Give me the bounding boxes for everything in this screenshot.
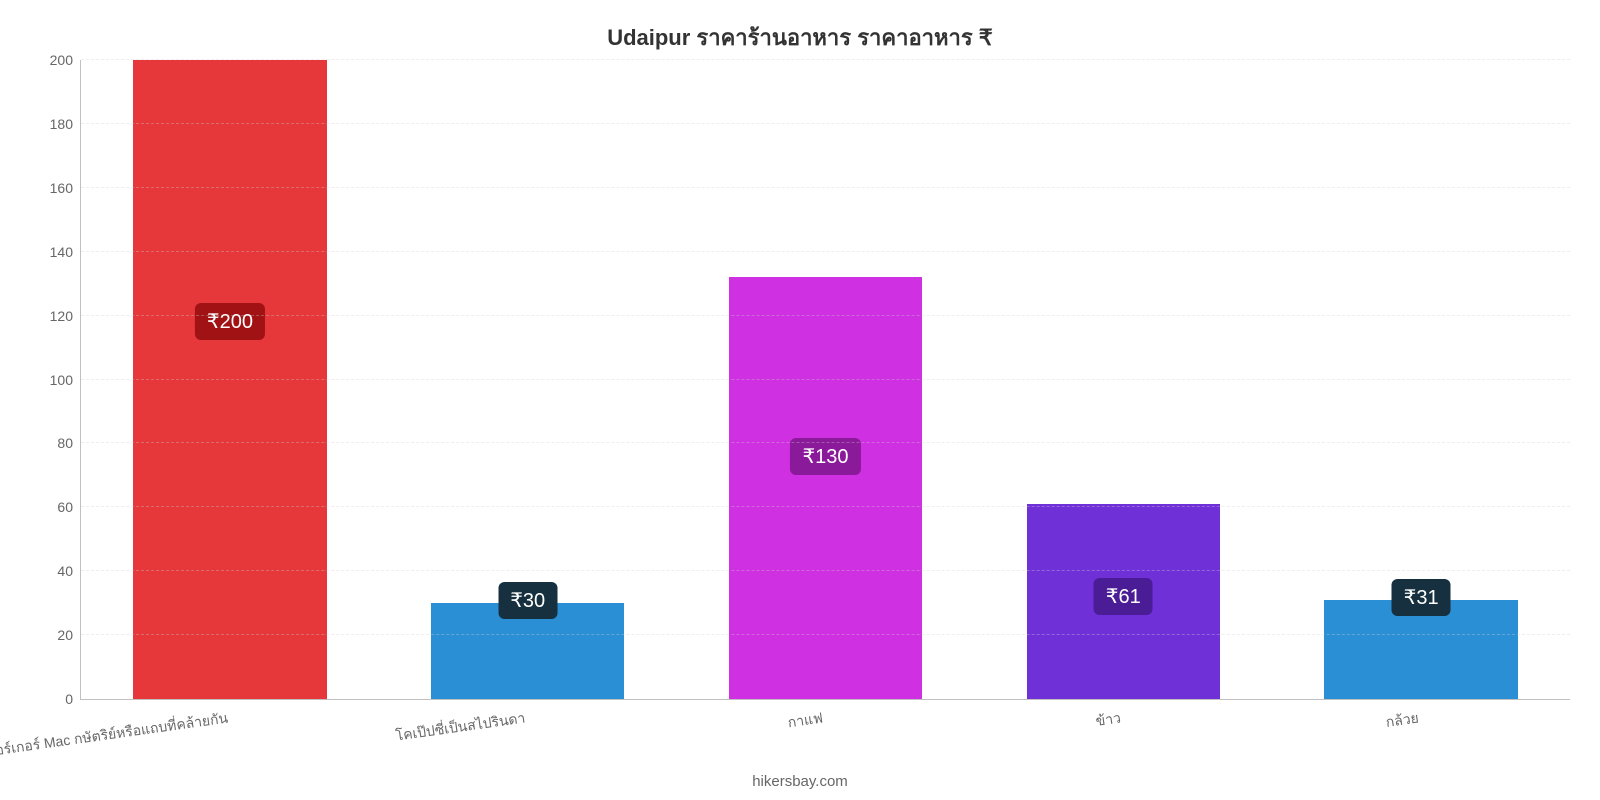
ytick-label: 20 xyxy=(57,627,81,643)
gridline xyxy=(81,315,1570,316)
gridline xyxy=(81,187,1570,188)
value-badge: ₹200 xyxy=(195,303,265,340)
gridline xyxy=(81,634,1570,635)
attribution-text: hikersbay.com xyxy=(752,773,848,790)
gridline xyxy=(81,251,1570,252)
plot-inner: ₹200₹30₹130₹61₹31 0204060801001201401601… xyxy=(80,60,1570,700)
bar: ₹30 xyxy=(431,603,625,699)
ytick-label: 80 xyxy=(57,435,81,451)
gridline xyxy=(81,123,1570,124)
xtick-label: กล้วย xyxy=(1384,707,1424,734)
ytick-label: 200 xyxy=(50,52,81,68)
gridline xyxy=(81,442,1570,443)
gridline xyxy=(81,59,1570,60)
ytick-label: 40 xyxy=(57,563,81,579)
gridline xyxy=(81,379,1570,380)
ytick-label: 100 xyxy=(50,372,81,388)
ytick-label: 0 xyxy=(65,691,81,707)
value-badge: ₹30 xyxy=(498,582,557,619)
plot-area: ₹200₹30₹130₹61₹31 0204060801001201401601… xyxy=(80,60,1570,700)
gridline xyxy=(81,506,1570,507)
bar: ₹61 xyxy=(1027,504,1221,699)
ytick-label: 180 xyxy=(50,116,81,132)
bar: ₹200 xyxy=(133,60,327,699)
value-badge: ₹61 xyxy=(1094,578,1153,615)
gridline xyxy=(81,570,1570,571)
ytick-label: 120 xyxy=(50,308,81,324)
bar: ₹130 xyxy=(729,277,923,699)
ytick-label: 160 xyxy=(50,180,81,196)
bars-container: ₹200 ₹30 ₹130 ₹61 ₹31 xyxy=(81,60,1570,699)
xtick-label: ข้าว xyxy=(1094,707,1126,733)
xtick-label: กาแฟ xyxy=(787,707,829,734)
xtick-label: โคเป๊ปซี่เป็นสไปรินดา xyxy=(394,707,530,748)
ytick-label: 140 xyxy=(50,244,81,260)
ytick-label: 60 xyxy=(57,499,81,515)
value-badge: ₹31 xyxy=(1392,579,1451,616)
chart-title: Udaipur ราคาร้านอาหาร ราคาอาหาร ₹ xyxy=(0,20,1600,55)
xtick-label: เบอร์เกอร์ Mac กษัตริย์หรือแถบที่คล้ายกั… xyxy=(0,707,233,764)
price-bar-chart: Udaipur ราคาร้านอาหาร ราคาอาหาร ₹ ₹200 ₹3… xyxy=(0,0,1600,800)
bar: ₹31 xyxy=(1324,600,1518,699)
